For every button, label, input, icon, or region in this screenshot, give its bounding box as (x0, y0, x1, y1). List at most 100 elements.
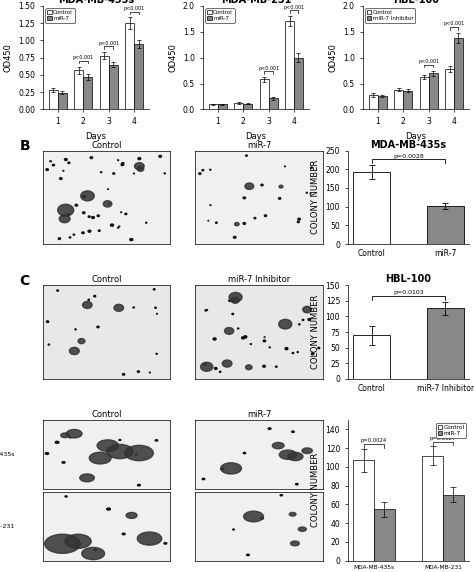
Circle shape (121, 212, 122, 213)
Circle shape (303, 307, 311, 313)
Circle shape (114, 304, 124, 311)
Circle shape (125, 446, 154, 460)
Circle shape (98, 230, 100, 231)
X-axis label: Days: Days (246, 132, 266, 141)
Circle shape (263, 340, 265, 341)
Circle shape (82, 232, 84, 234)
Circle shape (289, 513, 296, 516)
Circle shape (55, 442, 59, 443)
Circle shape (279, 450, 297, 459)
Y-axis label: OD450: OD450 (3, 43, 12, 72)
Text: p<0.001: p<0.001 (123, 6, 145, 11)
Circle shape (60, 178, 62, 180)
Circle shape (318, 347, 319, 349)
Circle shape (273, 442, 284, 449)
Circle shape (235, 223, 239, 226)
Circle shape (97, 440, 118, 451)
Text: p<0.001: p<0.001 (258, 66, 279, 70)
Circle shape (275, 366, 277, 367)
Circle shape (261, 518, 264, 519)
Circle shape (279, 319, 292, 329)
Title: MDA-MB-435s: MDA-MB-435s (371, 140, 447, 150)
Bar (74, 70, 83, 109)
Circle shape (246, 554, 249, 555)
Circle shape (88, 216, 90, 217)
Circle shape (296, 483, 298, 485)
Legend: Control, miR-7: Control, miR-7 (46, 9, 74, 23)
Circle shape (88, 230, 91, 232)
Circle shape (284, 166, 285, 167)
Circle shape (107, 508, 110, 510)
Circle shape (82, 547, 105, 559)
Bar (353, 172, 390, 244)
Circle shape (137, 532, 162, 545)
Circle shape (246, 365, 252, 370)
Legend: Control, miR-7: Control, miR-7 (436, 423, 466, 438)
Bar (454, 38, 463, 109)
Circle shape (118, 227, 119, 228)
Circle shape (229, 292, 242, 302)
Circle shape (122, 533, 125, 535)
Circle shape (58, 204, 73, 216)
Circle shape (244, 336, 247, 338)
Circle shape (88, 299, 90, 300)
Circle shape (156, 353, 157, 354)
Circle shape (229, 300, 231, 301)
Circle shape (90, 157, 92, 158)
Circle shape (292, 352, 294, 353)
Circle shape (119, 226, 120, 227)
Circle shape (219, 371, 221, 372)
Circle shape (48, 344, 49, 345)
Text: p<0.001: p<0.001 (443, 22, 465, 26)
Circle shape (80, 474, 94, 482)
Y-axis label: OD450: OD450 (328, 43, 337, 72)
Circle shape (82, 301, 92, 308)
Title: MDA-MB-435s: MDA-MB-435s (58, 0, 134, 5)
Circle shape (126, 513, 137, 518)
Circle shape (133, 307, 134, 308)
Circle shape (121, 164, 124, 166)
Circle shape (155, 307, 156, 308)
Circle shape (110, 224, 113, 226)
Text: p=0.0024: p=0.0024 (361, 438, 387, 443)
Bar (445, 69, 454, 109)
Circle shape (164, 173, 165, 174)
Circle shape (202, 478, 205, 480)
Bar (285, 21, 294, 109)
Circle shape (149, 372, 150, 373)
Circle shape (234, 236, 236, 238)
X-axis label: Days: Days (85, 132, 107, 141)
Text: MDA-MB-435s: MDA-MB-435s (0, 452, 15, 457)
Circle shape (75, 329, 76, 330)
Circle shape (311, 353, 314, 355)
Circle shape (62, 462, 65, 463)
Text: p=0.0027: p=0.0027 (430, 436, 456, 440)
Circle shape (299, 324, 300, 325)
Circle shape (279, 185, 283, 188)
Circle shape (78, 339, 85, 344)
Circle shape (306, 192, 307, 193)
Circle shape (69, 347, 79, 355)
Circle shape (243, 223, 246, 224)
Circle shape (285, 348, 288, 349)
Circle shape (244, 511, 264, 522)
Bar (269, 98, 278, 109)
Bar (394, 90, 403, 109)
Text: p=0.0028: p=0.0028 (393, 154, 424, 159)
Circle shape (138, 158, 141, 160)
Circle shape (202, 169, 204, 171)
Circle shape (137, 371, 139, 372)
Bar (353, 460, 374, 561)
Bar (209, 104, 218, 109)
Bar (83, 77, 92, 109)
Bar (243, 104, 252, 109)
Circle shape (243, 197, 246, 198)
Bar (218, 104, 227, 109)
Bar (443, 495, 464, 561)
Circle shape (246, 155, 247, 156)
Circle shape (73, 234, 74, 235)
Circle shape (222, 360, 232, 367)
Text: p<0.001: p<0.001 (418, 59, 439, 64)
Circle shape (133, 173, 134, 174)
Circle shape (237, 328, 239, 329)
